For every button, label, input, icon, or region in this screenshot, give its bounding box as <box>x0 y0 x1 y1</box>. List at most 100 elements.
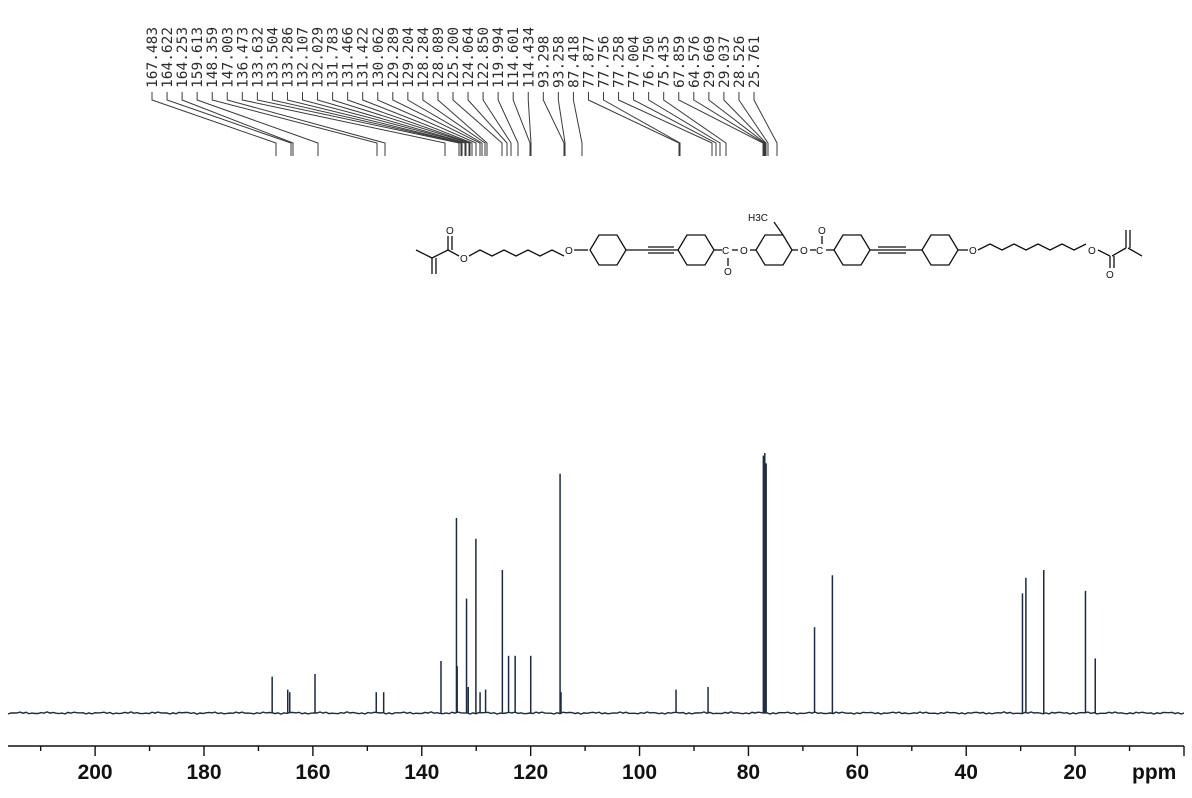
structure-carbon: C <box>816 246 823 257</box>
x-axis-tick-label: 160 <box>295 761 330 784</box>
x-axis-unit: ppm <box>1132 761 1176 784</box>
peak-label-connector <box>211 92 378 156</box>
peak-label-connector <box>542 92 565 156</box>
peak-shift-label: 114.601 <box>506 27 522 88</box>
peak-label-group: 167.483 164.622 164.253 159.613 148.359 147.0… <box>145 27 778 156</box>
peak-shift-label: 164.253 <box>175 27 191 88</box>
peak-shift-label: 132.029 <box>311 27 327 88</box>
peak-shift-label: 131.422 <box>356 27 372 88</box>
peak-label-connector <box>648 92 721 156</box>
structure-oxygen: O <box>565 246 573 257</box>
peak-label-connector <box>407 92 483 156</box>
structure-oxygen: O <box>1088 246 1096 257</box>
peak-shift-label: 131.466 <box>341 27 357 88</box>
peak-label-connector <box>302 92 466 156</box>
peak-shift-label: 119.994 <box>491 27 507 88</box>
peak-label-connector <box>271 92 462 156</box>
peak-shift-label: 133.504 <box>265 27 281 88</box>
peak-label-connector <box>753 92 778 156</box>
structure-oxygen: O <box>446 226 454 237</box>
peak-shift-label: 148.359 <box>205 27 221 88</box>
peak-shift-label: 29.669 <box>702 36 718 88</box>
peak-label-connector <box>377 92 477 156</box>
peak-shift-label: 133.632 <box>250 27 266 88</box>
peak-label-connector <box>467 92 508 156</box>
peak-label-connector <box>482 92 512 156</box>
peak-shift-label: 28.526 <box>732 36 748 88</box>
peak-group <box>271 453 1097 713</box>
x-axis-tick-label: 120 <box>513 761 548 784</box>
x-axis-tick-label: 100 <box>622 761 657 784</box>
peak-shift-label: 125.200 <box>446 27 462 88</box>
structure-oxygen: O <box>724 267 732 278</box>
peak-label-connector <box>738 92 769 156</box>
spectrum-baseline <box>7 711 1185 715</box>
peak-shift-label: 75.435 <box>657 36 673 88</box>
peak-shift-label: 136.473 <box>235 27 251 88</box>
structure-oxygen: O <box>740 246 748 257</box>
peak-label-connector <box>557 92 566 156</box>
peak-shift-label: 114.434 <box>521 27 537 88</box>
structure-oxygen: O <box>1106 270 1114 281</box>
peak-label-connector <box>512 92 531 156</box>
peak-shift-label: 87.418 <box>566 36 582 88</box>
x-axis-tick-label: 200 <box>78 761 113 784</box>
structure-oxygen: O <box>800 246 808 257</box>
peak-label-connector <box>256 92 460 156</box>
peak-shift-label: 159.613 <box>190 27 206 88</box>
peak-label-connector <box>347 92 471 156</box>
peak-label-connector <box>437 92 488 156</box>
peak-shift-label: 164.622 <box>160 27 176 88</box>
peak-shift-label: 131.783 <box>326 27 342 88</box>
peak-shift-label: 77.004 <box>627 35 643 88</box>
peak-shift-label: 129.204 <box>401 27 417 88</box>
peak-shift-label: 77.756 <box>597 36 613 88</box>
peak-label-connector <box>633 92 717 156</box>
peak-shift-label: 124.064 <box>461 27 477 88</box>
peak-label-connector <box>226 92 386 156</box>
peak-shift-label: 167.483 <box>145 27 161 88</box>
peak-shift-label: 133.286 <box>280 27 296 88</box>
peak-shift-label: 122.850 <box>476 27 492 88</box>
peak-label-connector <box>181 92 294 156</box>
structure-oxygen: O <box>460 254 468 265</box>
peak-shift-label: 64.576 <box>687 36 703 88</box>
peak-shift-label: 130.062 <box>371 27 387 88</box>
peak-label-connector <box>603 92 681 156</box>
peak-label-connector <box>572 92 583 156</box>
peak-label-connector <box>452 92 503 156</box>
peak-label-connector <box>151 92 277 156</box>
peak-label-connector <box>618 92 713 156</box>
peak-label-connector <box>317 92 467 156</box>
peak-shift-label: 128.284 <box>416 27 432 88</box>
peak-label-connector <box>392 92 481 156</box>
x-axis-tick-label: 80 <box>737 761 760 784</box>
x-axis-tick-label: 20 <box>1063 761 1086 784</box>
peak-shift-label: 67.859 <box>672 36 688 88</box>
peak-label-connector <box>286 92 463 156</box>
peak-shift-label: 29.037 <box>717 36 733 88</box>
peak-shift-label: 76.750 <box>642 36 658 88</box>
structure-methyl: H3C <box>748 213 768 224</box>
peak-label-connector <box>362 92 473 156</box>
peak-label-connector <box>663 92 727 156</box>
peak-shift-label: 77.877 <box>581 36 597 88</box>
structure-carbon: C <box>722 246 729 257</box>
peak-label-connector <box>196 92 319 156</box>
peak-label-connector <box>708 92 766 156</box>
peak-shift-label: 77.258 <box>612 36 628 88</box>
x-axis-tick-label: 180 <box>186 761 221 784</box>
x-axis-ticks: 200 180 160 140 120 100 80 60 40 20 <box>39 746 1185 784</box>
peak-label-connector <box>332 92 470 156</box>
peak-label-connector <box>678 92 764 156</box>
peak-label-connector <box>587 92 680 156</box>
peak-shift-label: 93.298 <box>536 36 552 88</box>
peak-shift-label: 132.107 <box>296 27 312 88</box>
molecule-structure: O O O C O O H3C O C O <box>415 213 1143 281</box>
peak-label-connector <box>166 92 292 156</box>
peak-label-connector <box>693 92 765 156</box>
peak-label-connector <box>497 92 519 156</box>
peak-shift-label: 93.258 <box>551 36 567 88</box>
peak-shift-label: 147.003 <box>220 27 236 88</box>
peak-shift-label: 129.289 <box>386 27 402 88</box>
